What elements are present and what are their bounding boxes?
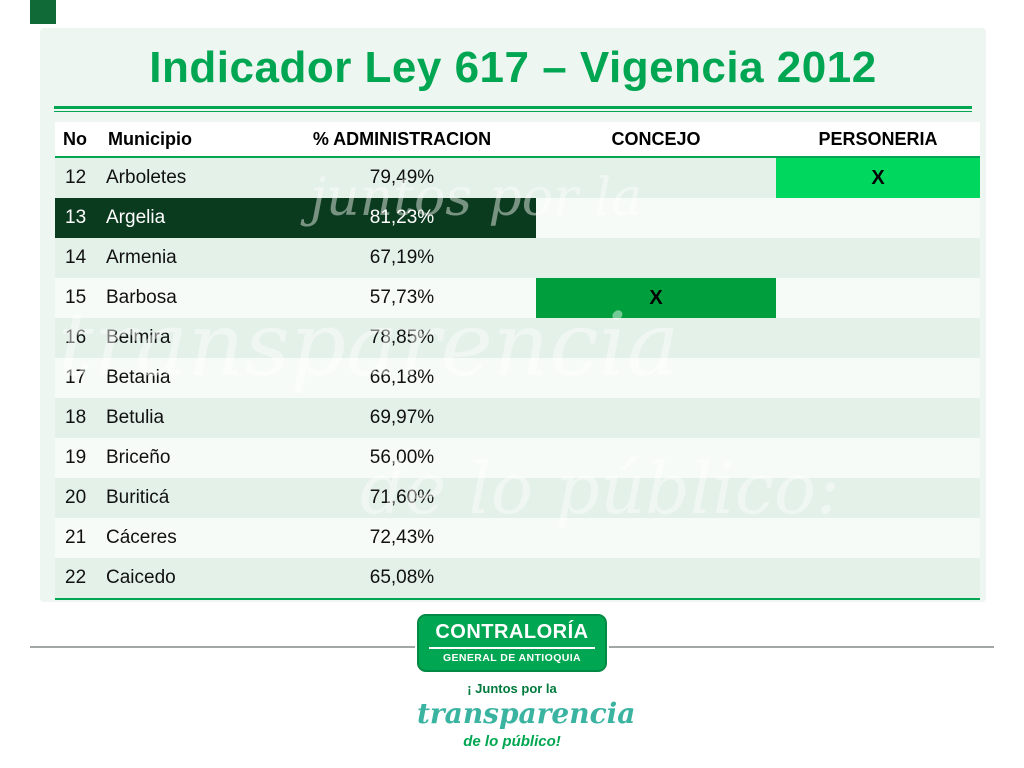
municipality-name: Betania	[106, 367, 171, 388]
municipality-name: Argelia	[100, 198, 268, 238]
table-row: 13 Argelia 81,23%	[55, 198, 980, 238]
table-row: 12 Arboletes 79,49% X	[55, 158, 980, 198]
slogan-line-1: ¡ Juntos por la	[467, 681, 557, 696]
personeria-mark	[776, 278, 980, 318]
administration-percentage: 81,23%	[268, 198, 536, 238]
row-number: 18	[65, 407, 87, 428]
row-number: 21	[65, 527, 87, 548]
row-number: 15	[65, 287, 87, 308]
row-number: 22	[65, 567, 87, 588]
slide-panel: Indicador Ley 617 – Vigencia 2012 No Mun…	[40, 28, 986, 602]
administration-percentage: 57,73%	[369, 287, 435, 308]
concejo-mark	[536, 478, 776, 518]
row-number: 17	[65, 367, 87, 388]
table-row: 17 Betania 66,18%	[55, 358, 980, 398]
municipality-name: Buriticá	[106, 487, 170, 508]
personeria-mark	[776, 398, 980, 438]
logo-title: CONTRALORÍA	[435, 621, 589, 643]
personeria-mark	[776, 238, 980, 278]
table-row: 18 Betulia 69,97%	[55, 398, 980, 438]
table-row: 22 Caicedo 65,08%	[55, 558, 980, 598]
personeria-mark	[776, 558, 980, 598]
municipality-name: Betulia	[106, 407, 165, 428]
administration-percentage: 78,85%	[369, 327, 435, 348]
administration-percentage: 56,00%	[369, 447, 435, 468]
table-header-row: No Municipio % ADMINISTRACION CONCEJO PE…	[55, 122, 980, 158]
row-number: 12	[65, 167, 87, 188]
administration-percentage: 66,18%	[369, 367, 435, 388]
row-number: 16	[65, 327, 87, 348]
table-row: 16 Belmira 78,85%	[55, 318, 980, 358]
personeria-mark	[776, 518, 980, 558]
table-row: 19 Briceño 56,00%	[55, 438, 980, 478]
table-row: 21 Cáceres 72,43%	[55, 518, 980, 558]
personeria-mark	[776, 198, 980, 238]
table-row: 14 Armenia 67,19%	[55, 238, 980, 278]
personeria-mark	[776, 478, 980, 518]
personeria-mark	[776, 318, 980, 358]
corner-decoration	[30, 0, 56, 24]
personeria-mark	[776, 438, 980, 478]
administration-percentage: 71,60%	[369, 487, 435, 508]
administration-percentage: 65,08%	[369, 567, 435, 588]
table-row: 20 Buriticá 71,60%	[55, 478, 980, 518]
table-row: 15 Barbosa 57,73% X	[55, 278, 980, 318]
row-number: 13	[55, 198, 100, 238]
concejo-mark	[536, 318, 776, 358]
concejo-mark	[536, 158, 776, 198]
logo-box: CONTRALORÍA GENERAL DE ANTIOQUIA	[417, 614, 607, 672]
row-number: 19	[65, 447, 87, 468]
contraloria-logo: CONTRALORÍA GENERAL DE ANTIOQUIA ¡ Junto…	[417, 614, 636, 750]
title-divider	[54, 106, 972, 112]
row-number: 14	[65, 247, 87, 268]
table-body: 12 Arboletes 79,49% X 13 Argelia 81,23% 14 Armen…	[55, 158, 980, 600]
column-header-no: No	[63, 128, 87, 149]
concejo-mark: X	[536, 278, 776, 318]
indicator-table: No Municipio % ADMINISTRACION CONCEJO PE…	[55, 122, 980, 600]
administration-percentage: 79,49%	[369, 167, 435, 188]
concejo-mark	[536, 518, 776, 558]
column-header-personeria: PERSONERIA	[818, 128, 938, 149]
administration-percentage: 69,97%	[369, 407, 435, 428]
municipality-name: Cáceres	[106, 527, 177, 548]
administration-percentage: 72,43%	[369, 527, 435, 548]
personeria-mark: X	[776, 158, 980, 198]
concejo-mark	[536, 398, 776, 438]
concejo-mark	[536, 198, 776, 238]
municipality-name: Barbosa	[106, 287, 177, 308]
administration-percentage: 67,19%	[369, 247, 435, 268]
concejo-mark	[536, 558, 776, 598]
row-number: 20	[65, 487, 87, 508]
concejo-mark	[536, 238, 776, 278]
logo-subtitle: GENERAL DE ANTIOQUIA	[429, 647, 595, 664]
municipality-name: Briceño	[106, 447, 171, 468]
concejo-mark	[536, 438, 776, 478]
column-header-administracion: % ADMINISTRACION	[312, 128, 492, 149]
municipality-name: Arboletes	[106, 167, 187, 188]
column-header-concejo: CONCEJO	[611, 128, 701, 149]
slogan-line-2: transparencia	[417, 697, 636, 730]
municipality-name: Caicedo	[106, 567, 176, 588]
slogan-line-3: de lo público!	[463, 733, 561, 750]
municipality-name: Belmira	[106, 327, 171, 348]
concejo-mark	[536, 358, 776, 398]
page-title: Indicador Ley 617 – Vigencia 2012	[149, 43, 877, 92]
column-header-municipio: Municipio	[108, 128, 192, 149]
municipality-name: Armenia	[106, 247, 177, 268]
personeria-mark	[776, 358, 980, 398]
